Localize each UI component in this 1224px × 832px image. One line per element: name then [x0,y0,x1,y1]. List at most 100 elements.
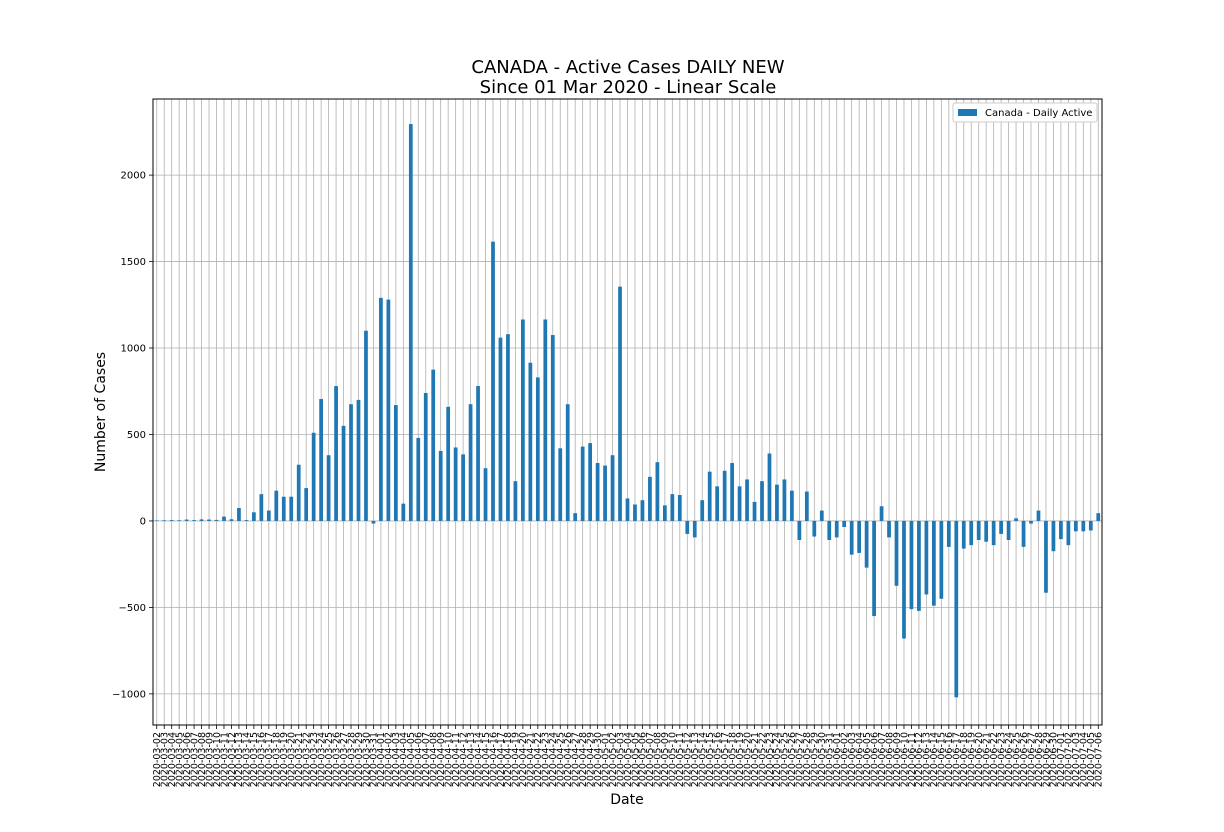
bar [199,519,204,521]
x-tick-label: 2020-05-10 [668,732,679,787]
bar [775,484,779,521]
x-tick-label: 2020-03-26 [331,732,342,787]
bar [393,405,398,521]
x-tick-label: 2020-03-03 [160,732,171,787]
x-tick-label: 2020-05-02 [608,732,619,787]
bar [737,486,742,521]
x-tick-label: 2020-05-31 [825,732,836,787]
bar [782,479,787,521]
x-tick-label: 2020-06-05 [862,732,873,787]
bar [984,520,989,542]
bar [207,519,211,521]
bar [580,446,585,521]
bar [692,520,697,538]
x-tick-label: 2020-03-08 [197,732,208,787]
x-tick-label: 2020-06-15 [937,732,948,787]
x-tick-label: 2020-04-12 [458,732,469,787]
x-tick-label: 2020-03-07 [189,732,200,787]
bar [431,369,436,521]
x-tick-label: 2020-04-19 [511,732,522,787]
x-tick-label: 2020-05-08 [653,732,664,787]
bar [625,498,630,521]
bar [229,519,234,521]
bar [842,520,847,527]
x-tick-label: 2020-05-04 [623,732,634,787]
bar [1059,520,1063,540]
x-tick-label: 2020-05-28 [802,732,813,787]
bar [603,465,607,521]
x-tick-label: 2020-03-14 [242,732,253,787]
bar [408,124,413,521]
bar [1096,513,1101,521]
x-tick-label: 2020-03-31 [369,732,380,787]
x-tick-label: 2020-06-23 [996,732,1007,787]
bar [573,513,578,521]
x-tick-label: 2020-06-28 [1034,732,1045,787]
x-tick-label: 2020-07-04 [1079,732,1090,787]
bar [386,299,391,521]
x-tick-label: 2020-04-15 [481,732,492,787]
x-tick-label: 2020-04-03 [391,732,402,787]
bar [1021,520,1026,547]
bar [461,454,465,521]
chart-title: CANADA - Active Cases DAILY NEW [471,57,784,78]
bar [416,437,421,521]
x-tick-label: 2020-04-05 [406,732,417,787]
x-tick-label: 2020-03-05 [174,732,185,787]
y-tick-label: 500 [127,430,146,441]
x-axis-ticks: 2020-03-022020-03-032020-03-042020-03-05… [152,725,1105,787]
bar [154,520,159,522]
x-tick-label: 2020-05-03 [615,732,626,787]
x-tick-label: 2020-05-22 [757,732,768,787]
x-tick-label: 2020-06-13 [922,732,933,787]
bar [192,520,196,521]
bar [790,490,794,521]
x-tick-label: 2020-05-01 [600,732,611,787]
y-axis-label: Number of Cases [93,352,109,472]
bar [610,455,615,521]
bar [685,520,690,534]
x-tick-label: 2020-04-11 [451,732,462,787]
x-tick-label: 2020-03-09 [204,732,215,787]
bar [999,520,1003,534]
x-tick-label: 2020-07-06 [1094,732,1105,787]
bar [1066,520,1071,546]
bar [932,520,936,606]
x-tick-label: 2020-03-30 [361,732,372,787]
bar [289,496,294,521]
bar [1088,520,1093,531]
bar [730,463,734,521]
x-tick-label: 2020-03-12 [227,732,238,787]
x-tick-label: 2020-04-30 [593,732,604,787]
bar [453,447,458,521]
bar [924,520,929,595]
bar [976,520,981,540]
x-tick-label: 2020-05-23 [765,732,776,787]
x-tick-label: 2020-05-11 [675,732,686,787]
bar [969,520,974,546]
bar [879,506,884,521]
bar [558,448,563,521]
y-tick-label: 0 [140,516,146,527]
bar [349,404,353,521]
x-tick-label: 2020-06-06 [869,732,880,787]
bar [401,503,406,521]
bar [371,520,376,524]
bar [244,520,249,521]
x-tick-label: 2020-03-23 [309,732,320,787]
bar [991,520,996,546]
x-tick-label: 2020-05-21 [750,732,761,787]
x-tick-label: 2020-03-17 [264,732,275,787]
x-tick-label: 2020-05-06 [638,732,649,787]
x-tick-label: 2020-05-20 [742,732,753,787]
x-tick-label: 2020-05-30 [817,732,828,787]
bar [379,297,383,521]
x-tick-label: 2020-03-25 [324,732,335,787]
x-tick-label: 2020-06-02 [840,732,851,787]
grid-lines [153,99,1102,725]
bar [961,520,966,549]
y-tick-label: 1500 [121,257,146,268]
x-tick-label: 2020-04-24 [548,732,559,787]
x-tick-label: 2020-06-16 [944,732,955,787]
